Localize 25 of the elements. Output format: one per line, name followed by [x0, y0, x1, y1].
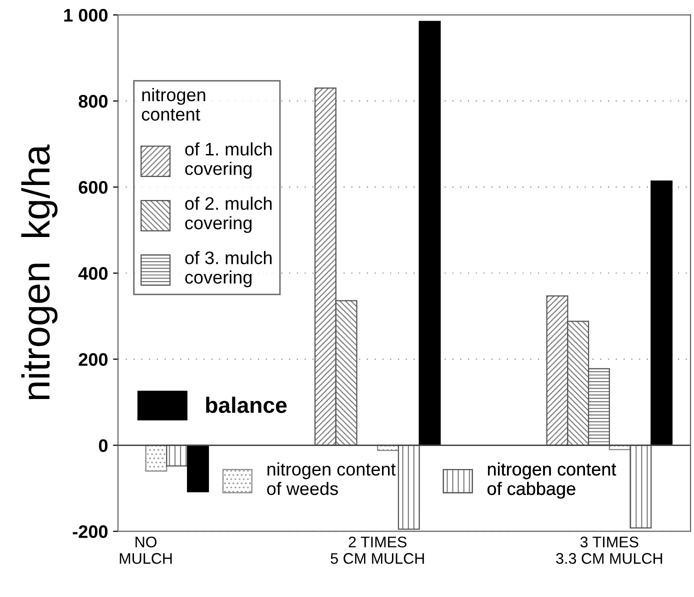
x-tick-label: 2 TIMES 5 CM MULCH	[330, 536, 424, 564]
y-tick-label: 800	[78, 94, 108, 108]
legend-label: nitrogen content of weeds	[267, 462, 396, 496]
y-tick-label: 400	[78, 267, 108, 280]
bar	[398, 444, 420, 530]
bar	[145, 444, 168, 472]
legend-label: balance	[206, 396, 287, 414]
bar	[418, 20, 441, 446]
bar	[650, 180, 673, 446]
legend-label: of 2. mulch covering	[185, 196, 272, 233]
x-tick-label: 3 TIMES 3.3 CM MULCH	[556, 536, 662, 564]
legend-title: nitrogen content	[142, 88, 206, 121]
bar	[186, 444, 209, 492]
legend-label: nitrogen content of cabbage	[488, 462, 616, 499]
bar	[630, 444, 652, 528]
bar	[166, 444, 188, 466]
y-tick-label: 600	[78, 180, 108, 194]
y-axis-title: nitrogen kg/ha	[21, 144, 58, 400]
legend-label: of 3. mulch covering	[185, 250, 272, 288]
y-tick-label: -200	[72, 525, 108, 538]
y-tick-label: 1 000	[64, 8, 108, 22]
y-tick-label: 0	[98, 439, 108, 452]
legend-label: of 1. mulch covering	[185, 142, 272, 179]
x-tick-label: NO MULCH	[120, 536, 172, 564]
y-tick-label: 200	[78, 353, 108, 366]
